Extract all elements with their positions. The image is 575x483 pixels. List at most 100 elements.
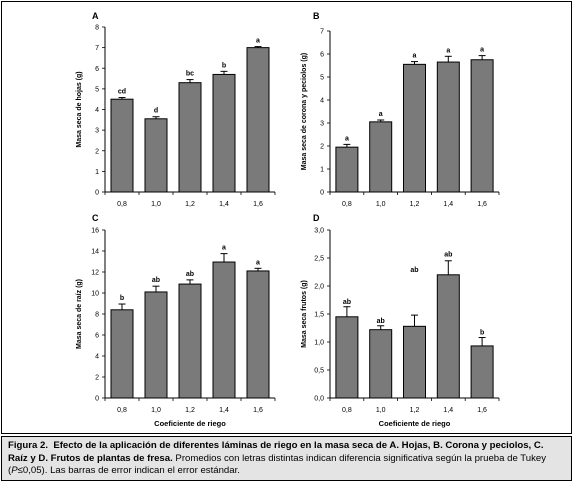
x-axis-label-c: Coeficiente de riego [154, 419, 226, 428]
significance-letter-c: ab [152, 277, 160, 284]
y-tick-label-c: 14 [91, 249, 99, 256]
x-tick-label-b: 1,2 [410, 201, 420, 208]
significance-letter-a: cd [118, 89, 126, 96]
y-tick-label-c: 0 [95, 396, 99, 403]
bar-d [335, 316, 359, 399]
caption-bold-text: Efecto de la aplicación de diferentes lá… [8, 440, 544, 464]
y-tick-label-d: 1,0 [314, 340, 324, 347]
significance-letter-d: b [480, 330, 484, 337]
x-axis-label-d: Coeficiente de riego [379, 419, 451, 428]
x-tick-label-b: 1,4 [443, 201, 453, 208]
caption-italic-p: P [11, 465, 18, 477]
bar-a [144, 118, 168, 193]
significance-letter-a: b [222, 62, 226, 69]
y-tick-label-b: 2 [320, 144, 324, 151]
significance-letter-c: a [256, 259, 260, 266]
y-axis-label-b: Masa seca de corona y peciolos (g) [301, 53, 308, 171]
y-tick-label-a: 2 [95, 148, 99, 155]
caption-text-2: ≤0,05). Las barras de error indican el e… [17, 465, 240, 477]
y-tick-label-c: 16 [91, 228, 99, 235]
y-tick-label-a: 5 [95, 86, 99, 93]
significance-letter-c: ab [186, 271, 194, 278]
y-tick-label-c: 8 [95, 312, 99, 319]
bar-c [212, 261, 236, 399]
bar-c [246, 270, 270, 399]
y-axis-label-c: Masa seca de raíz (g) [76, 279, 83, 349]
y-tick-label-a: 0 [95, 190, 99, 197]
bar-a [178, 82, 202, 193]
significance-letter-a: d [154, 108, 158, 115]
significance-letter-a: bc [186, 71, 194, 78]
significance-letter-b: a [345, 135, 349, 142]
bar-b [335, 146, 359, 193]
x-tick-label-b: 1,6 [477, 201, 487, 208]
significance-letter-b: a [413, 53, 417, 60]
bar-b [369, 121, 393, 193]
significance-letter-c: a [222, 245, 226, 252]
significance-letter-b: a [379, 111, 383, 118]
x-tick-label-a: 1,2 [185, 201, 195, 208]
significance-letter-b: a [446, 47, 450, 54]
panel-label-b: B [313, 11, 320, 21]
caption-label: Figura 2. [8, 440, 48, 451]
y-tick-label-b: 3 [320, 121, 324, 128]
significance-letter-d: ab [410, 267, 418, 274]
y-tick-label-c: 2 [95, 375, 99, 382]
x-tick-label-c: 1,0 [151, 407, 161, 414]
x-tick-label-c: 1,6 [253, 407, 263, 414]
y-tick-label-d: 1,5 [314, 312, 324, 319]
y-tick-label-c: 4 [95, 354, 99, 361]
y-tick-label-c: 10 [91, 291, 99, 298]
y-tick-label-b: 5 [320, 75, 324, 82]
y-tick-label-b: 7 [320, 29, 324, 36]
y-tick-label-a: 3 [95, 128, 99, 135]
x-tick-label-d: 0,8 [342, 407, 352, 414]
significance-letter-d: ab [343, 299, 351, 306]
bar-c [178, 283, 202, 399]
y-axis-label-a: Masa seca de hojas (g) [76, 71, 83, 147]
x-tick-label-d: 1,0 [376, 407, 386, 414]
bar-d [369, 329, 393, 399]
bar-d [436, 274, 460, 399]
figure-caption: Figura 2. Efecto de la aplicación de dif… [1, 436, 572, 481]
bar-c [110, 309, 134, 399]
bar-d [403, 325, 426, 399]
significance-letter-c: b [120, 295, 124, 302]
bar-b [403, 63, 426, 193]
y-tick-label-b: 6 [320, 52, 324, 59]
charts-canvas: A 0 12 3 4 5 6 7 8 0,8 1,0 1,2 1,4 1,6 cd d bc b a Masa sec… [76, 11, 500, 428]
x-tick-label-a: 0,8 [117, 201, 127, 208]
y-tick-label-a: 8 [95, 25, 99, 32]
panel-label-d: D [313, 213, 320, 223]
significance-letter-d: ab [444, 251, 452, 258]
y-tick-label-b: 0 [320, 190, 324, 197]
y-tick-label-a: 7 [95, 45, 99, 52]
bar-a [246, 47, 270, 193]
y-tick-label-d: 2,0 [314, 284, 324, 291]
bar-a [212, 73, 236, 193]
significance-letter-d: ab [377, 318, 385, 325]
bar-d [470, 345, 494, 399]
y-tick-label-d: 0,5 [314, 368, 324, 375]
x-tick-label-d: 1,2 [410, 407, 420, 414]
x-tick-label-d: 1,6 [477, 407, 487, 414]
bar-c [144, 291, 168, 399]
y-tick-label-d: 3,0 [314, 228, 324, 235]
y-tick-label-b: 4 [320, 98, 324, 105]
y-tick-label-d: 0,0 [314, 396, 324, 403]
x-tick-label-a: 1,0 [151, 201, 161, 208]
bar-a [110, 98, 134, 193]
significance-letter-a: a [256, 38, 260, 45]
y-tick-label-c: 12 [91, 270, 99, 277]
significance-letter-b: a [480, 47, 484, 54]
y-tick-label-a: 6 [95, 66, 99, 73]
x-tick-label-b: 1,0 [376, 201, 386, 208]
bar-b [436, 61, 460, 193]
x-tick-label-d: 1,4 [443, 407, 453, 414]
panel-label-a: A [92, 11, 99, 21]
y-tick-label-a: 4 [95, 107, 99, 114]
x-tick-label-a: 1,6 [253, 201, 263, 208]
x-tick-label-a: 1,4 [219, 201, 229, 208]
y-tick-label-c: 6 [95, 333, 99, 340]
y-axis-label-d: Masa seca frutos (g) [301, 280, 308, 348]
